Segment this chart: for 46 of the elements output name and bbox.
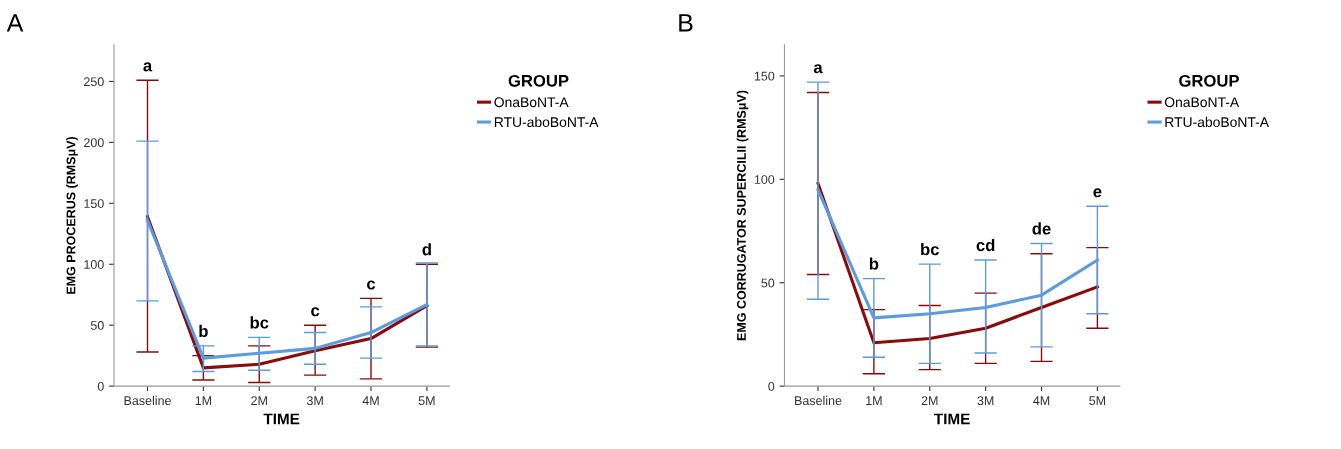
y-tick-label: 50	[761, 278, 775, 288]
y-tick-label: 100	[84, 260, 104, 269]
x-tick-label: Baseline	[124, 395, 171, 406]
legend-title: GROUP	[508, 74, 569, 87]
annotation: c	[311, 307, 320, 317]
y-tick-label: 150	[84, 199, 104, 208]
annotation: de	[1032, 222, 1051, 235]
x-tick-label: 3M	[977, 396, 994, 406]
y-tick-label: 250	[84, 77, 104, 87]
annotation: b	[869, 257, 879, 270]
y-tick-label: 100	[754, 175, 775, 184]
annotation: c	[367, 280, 376, 290]
annotation: d	[422, 243, 431, 256]
y-axis-title: EMG CORRUGATOR SUPERCILII (RMSμV)	[736, 90, 749, 341]
annotation: bc	[921, 243, 939, 256]
x-tick-label: 5M	[1089, 396, 1106, 406]
x-tick-label: 2M	[251, 396, 267, 405]
x-tick-label: 5M	[418, 396, 435, 406]
legend-title: GROUP	[1179, 74, 1239, 87]
annotation: b	[199, 324, 208, 338]
annotation: a	[813, 64, 823, 74]
annotation: e	[1093, 188, 1102, 198]
annotation: cd	[976, 238, 995, 252]
x-tick-label: Baseline	[795, 395, 842, 406]
chart-title: B	[679, 14, 693, 32]
y-tick-label: 200	[84, 138, 104, 148]
x-tick-label: 3M	[306, 396, 323, 406]
chart-title: A	[6, 14, 24, 32]
annotation: a	[143, 62, 153, 72]
y-axis-title: EMG PROCERUS (RMSμV)	[66, 136, 78, 294]
y-tick-label: 0	[768, 381, 775, 391]
legend-label: OnaBoNT-A	[1164, 97, 1240, 108]
annotation: bc	[250, 316, 269, 329]
legend-label: RTU-aboBoNT-A	[1165, 116, 1269, 128]
legend-label: OnaBoNT-A	[494, 97, 569, 108]
x-tick-label: 4M	[362, 396, 379, 405]
legend-label: RTU-aboBoNT-A	[494, 116, 599, 128]
y-tick-label: 0	[97, 381, 104, 391]
x-tick-label: 1M	[866, 396, 882, 405]
x-tick-label: 4M	[1033, 396, 1050, 405]
x-axis-title: TIME	[934, 413, 970, 425]
y-tick-label: 50	[90, 321, 104, 330]
x-axis-title: TIME	[263, 413, 300, 425]
y-tick-label: 150	[754, 71, 775, 81]
x-tick-label: 2M	[921, 396, 938, 405]
x-tick-label: 1M	[195, 396, 212, 405]
